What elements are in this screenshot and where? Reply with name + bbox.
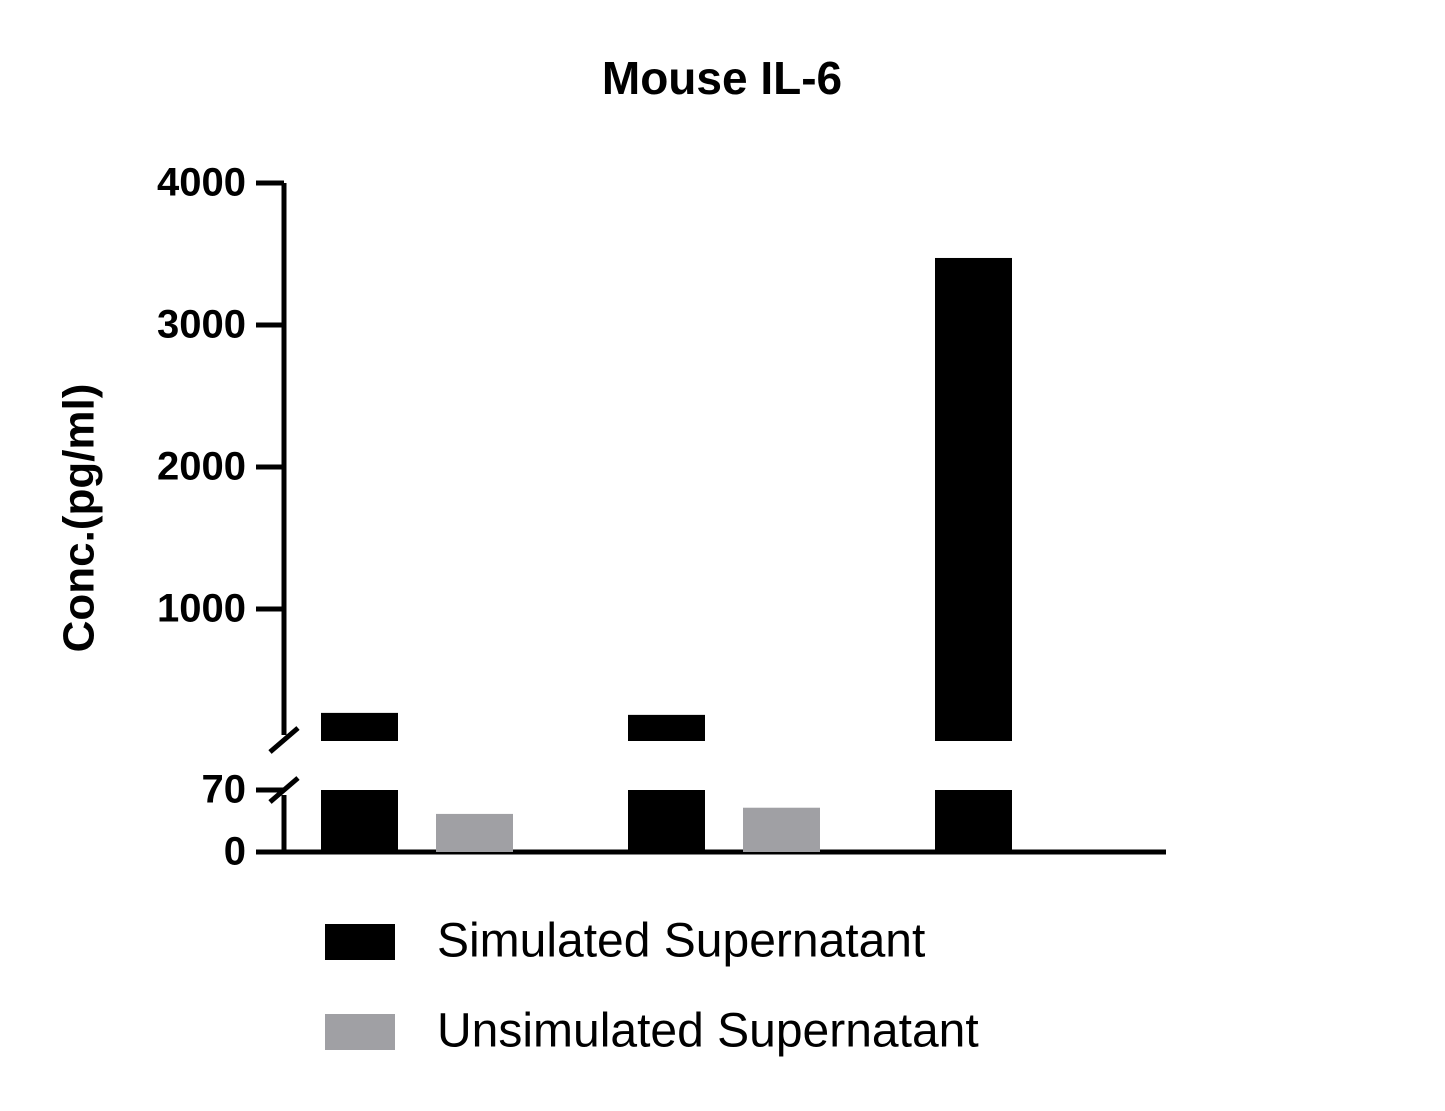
y-tick-label: 70 <box>202 768 247 812</box>
bar <box>935 257 1012 741</box>
bar <box>628 714 705 741</box>
axis-break <box>268 726 300 754</box>
y-tick-label: 4000 <box>157 161 246 205</box>
y-axis-label: Conc.(pg/ml) <box>55 384 104 653</box>
legend-swatch <box>325 1014 395 1050</box>
y-tick-label: 1000 <box>157 587 246 631</box>
legend-swatch <box>325 924 395 960</box>
axes <box>256 183 1166 855</box>
y-tick-label: 2000 <box>157 445 246 489</box>
chart-title: Mouse IL-6 <box>602 52 842 104</box>
bar <box>935 790 1012 852</box>
y-tick-label: 3000 <box>157 303 246 347</box>
bar <box>628 790 705 852</box>
legend-label: Unsimulated Supernatant <box>437 1005 979 1058</box>
bar <box>436 813 513 852</box>
bar <box>321 790 398 852</box>
y-tick-label: 0 <box>224 830 246 874</box>
legend-label: Simulated Supernatant <box>437 915 925 968</box>
bar <box>321 712 398 741</box>
bar <box>743 807 820 852</box>
